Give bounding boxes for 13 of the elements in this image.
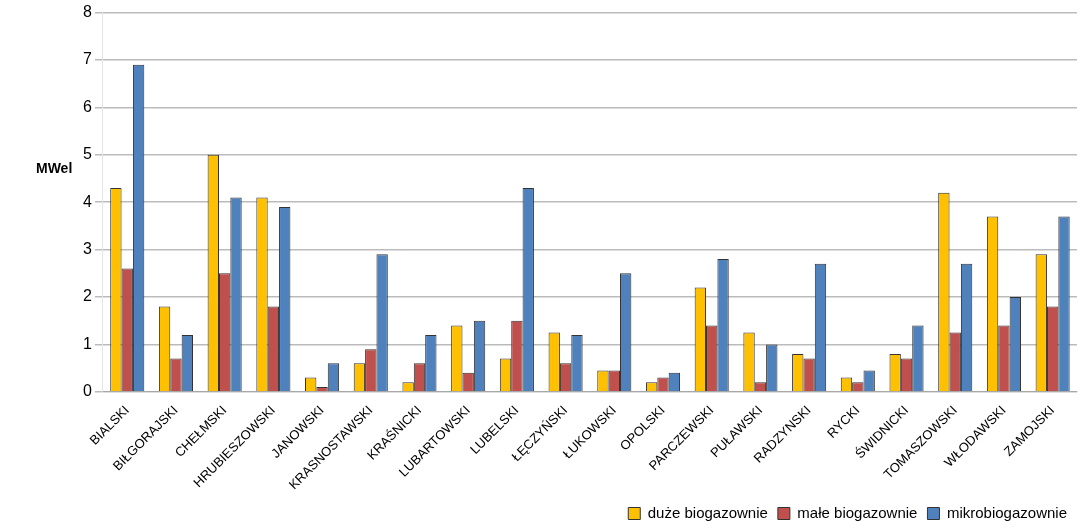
legend-label: mikrobiogazownie	[946, 503, 1067, 521]
y-axis-title: MWel	[36, 160, 73, 176]
y-tick-label: 1	[82, 334, 92, 352]
y-tick-label: 6	[82, 97, 92, 115]
legend-label: małe biogazownie	[797, 503, 918, 521]
legend-label: duże biogazownie	[647, 503, 768, 521]
y-tick-label: 2	[82, 287, 92, 305]
y-tick-label: 3	[82, 240, 92, 258]
y-tick-label: 7	[82, 50, 92, 68]
y-tick-label: 0	[82, 382, 92, 400]
y-tick-label: 4	[82, 192, 92, 210]
y-tick-label: 5	[82, 145, 92, 163]
y-tick-label: 8	[82, 3, 92, 21]
